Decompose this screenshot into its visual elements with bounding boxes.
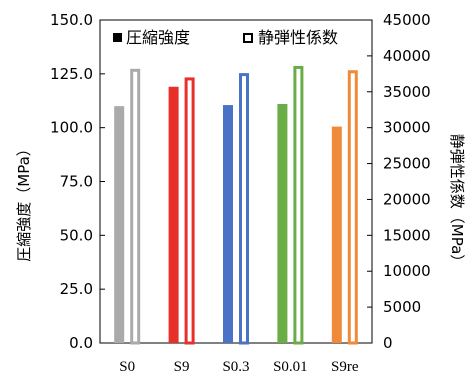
labels-layer: 0.0 25.0 50.0 75.0 100.0 125.0 150.0 0 5000 10000… — [15, 11, 466, 375]
right-tick-label: 10000 — [383, 262, 431, 280]
legend-marker-filled — [113, 33, 122, 42]
legend: 圧縮強度 静弾性係数 — [113, 28, 338, 47]
bar-elastic-modulus — [293, 65, 304, 345]
right-tick-label: 15000 — [383, 226, 431, 244]
left-tick-label: 0.0 — [69, 334, 93, 352]
left-axis-title: 圧縮強度（MPa） — [15, 141, 33, 262]
legend-marker-outline — [243, 33, 253, 43]
left-tick-label: 125.0 — [50, 65, 93, 83]
bar-compressive-strength — [168, 86, 179, 344]
right-tick-label: 20000 — [383, 190, 431, 208]
axes-layer — [99, 19, 373, 344]
category-label: S0.01 — [273, 359, 308, 375]
right-tick-label: 30000 — [383, 119, 431, 137]
right-tick-label: 5000 — [383, 298, 421, 316]
left-tick-label: 150.0 — [50, 11, 93, 29]
right-tick-label: 0 — [383, 334, 393, 352]
bar-elastic-modulus — [184, 77, 195, 345]
left-tick-label: 100.0 — [50, 119, 93, 137]
right-tick-label: 40000 — [383, 47, 431, 65]
bar-elastic-modulus — [130, 68, 141, 345]
right-tick-label: 35000 — [383, 83, 431, 101]
right-tick-label: 25000 — [383, 155, 431, 173]
plot-frame — [99, 19, 373, 344]
bars-layer — [114, 65, 358, 345]
bar-compressive-strength — [277, 103, 288, 343]
bar-compressive-strength — [114, 106, 125, 343]
category-label: S0.3 — [222, 359, 249, 375]
left-tick-label: 75.0 — [60, 173, 93, 191]
right-tick-label: 45000 — [383, 11, 431, 29]
category-label: S9re — [331, 359, 359, 375]
legend-label-compressive-strength: 圧縮強度 — [126, 28, 190, 47]
left-tick-label: 50.0 — [60, 226, 93, 244]
left-tick-label: 25.0 — [60, 280, 93, 298]
bar-compressive-strength — [331, 126, 342, 343]
category-label: S0 — [119, 359, 135, 375]
legend-label-elastic-modulus: 静弾性係数 — [258, 28, 338, 47]
right-axis-title: 静弾性係数（MPa） — [448, 134, 466, 270]
category-label: S9 — [174, 359, 190, 375]
bar-elastic-modulus — [239, 73, 249, 345]
bar-elastic-modulus — [347, 70, 358, 345]
bar-compressive-strength — [223, 105, 233, 343]
